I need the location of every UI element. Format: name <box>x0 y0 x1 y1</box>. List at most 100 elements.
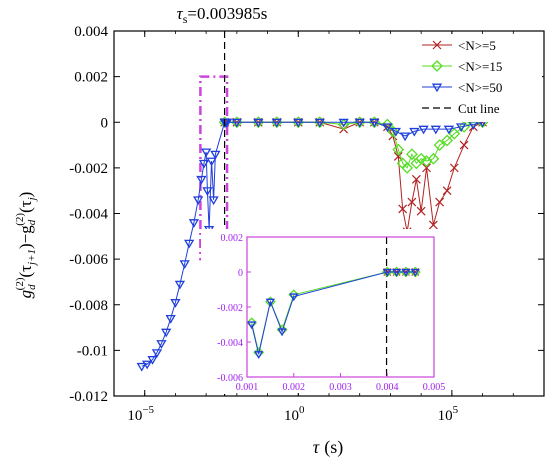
y-axis-label: gd(2)(τj+1)−gd(2)(τj) <box>14 192 38 299</box>
x-axis-unit: (s) <box>324 437 343 458</box>
inset-x-ticks: 0.001 0.002 0.003 0.004 0.005 <box>236 373 445 393</box>
data-point <box>398 204 408 214</box>
inset-data-point <box>410 268 420 277</box>
data-point <box>459 140 469 150</box>
inset-y-tick-label: -0.006 <box>217 373 243 384</box>
data-point <box>147 356 158 365</box>
x-tick-label: 10−5 <box>127 404 154 424</box>
data-point <box>193 196 204 206</box>
data-point <box>161 328 172 338</box>
data-point <box>179 260 190 269</box>
data-point <box>369 118 380 128</box>
data-point <box>314 118 325 128</box>
inset-y-tick-label: 0 <box>238 268 243 279</box>
data-point <box>422 163 431 173</box>
ylabel-open2: (τ <box>16 200 35 213</box>
data-point <box>184 239 195 249</box>
data-point <box>231 118 242 128</box>
inset-data-point <box>247 321 257 330</box>
ylabel-subj2: j <box>26 197 38 202</box>
inset-x-tick-label: 0.003 <box>329 382 352 393</box>
data-point <box>411 174 421 184</box>
inset-data-point <box>382 268 392 277</box>
title-value: =0.003985s <box>187 4 267 23</box>
inset-y-tick-label: -0.002 <box>217 303 243 314</box>
data-point <box>196 175 207 185</box>
data-point <box>405 148 418 161</box>
inset-data-point <box>289 293 299 302</box>
legend-entry-label: <N>=50 <box>458 80 502 95</box>
y-tick-label: -0.01 <box>77 343 108 359</box>
inset-y-tick-label: -0.004 <box>217 338 243 349</box>
data-point <box>208 196 219 206</box>
data-point <box>201 148 212 158</box>
data-point <box>427 152 440 165</box>
inset-x-tick-label: 0.002 <box>283 382 306 393</box>
ylabel-g1: g <box>16 290 35 299</box>
data-point <box>136 362 147 372</box>
data-point <box>455 123 467 133</box>
data-point <box>416 206 426 216</box>
inset-series-triangle-down <box>247 268 420 360</box>
data-point <box>206 157 217 167</box>
ylabel-sub1: d <box>26 284 38 290</box>
y-tick-label: 0 <box>101 115 109 131</box>
data-point <box>170 299 181 308</box>
inset-x-tick-label: 0.001 <box>236 382 259 393</box>
x-tick-label: 105 <box>438 404 459 424</box>
ylabel-sup2: (2) <box>14 213 26 226</box>
data-point <box>210 150 221 160</box>
inset-data-point <box>265 298 276 307</box>
data-point <box>443 125 455 135</box>
data-point <box>151 349 163 358</box>
y-tick-label: 0.002 <box>74 70 108 86</box>
data-point <box>442 186 452 196</box>
inset-y-tick-label: 0.002 <box>221 233 244 244</box>
title-subscript: s <box>183 12 188 26</box>
data-point <box>418 125 429 135</box>
ylabel-subj1: j+1 <box>26 249 38 267</box>
ylabel-close1: )−g <box>16 225 35 249</box>
legend-swatch-marker <box>432 40 442 50</box>
data-point <box>390 127 401 137</box>
data-point <box>382 123 393 133</box>
data-point <box>174 280 186 290</box>
inset-y-ticks: 0.002 0 -0.002 -0.004 -0.006 <box>217 233 251 384</box>
data-point <box>428 220 438 230</box>
data-point <box>448 127 461 140</box>
data-point <box>435 197 445 207</box>
legend-entry-label: Cut line <box>458 101 500 116</box>
legend-entry-label: <N>=15 <box>458 59 502 74</box>
y-tick-label: -0.002 <box>69 161 108 177</box>
data-point <box>399 132 411 142</box>
y-tick-label: -0.008 <box>69 298 108 314</box>
data-point <box>433 139 446 151</box>
data-point <box>409 127 420 137</box>
data-point <box>198 159 210 169</box>
title-symbol: τ <box>177 4 184 23</box>
data-point <box>392 143 405 156</box>
data-point <box>202 187 213 196</box>
legend-background <box>418 34 542 122</box>
x-tick-label: 100 <box>284 404 305 424</box>
y-tick-label: -0.012 <box>69 389 108 405</box>
data-point <box>354 118 365 128</box>
chart-title: τs=0.003985s <box>177 4 268 26</box>
inset-data-point <box>391 268 402 277</box>
legend: <N>=5 <N>=15 <N>=50 Cut line <box>418 34 542 122</box>
inset-x-tick-label: 0.004 <box>376 382 399 393</box>
inset-data-point <box>401 268 411 277</box>
data-point <box>407 197 417 207</box>
x-axis-symbol: τ <box>313 437 320 457</box>
data-point <box>156 340 167 349</box>
y-tick-label: -0.006 <box>69 252 108 268</box>
x-axis-label: τ (s) <box>313 437 343 458</box>
main-x-ticks: 10−5 100 105 <box>113 31 545 424</box>
data-point <box>188 219 200 228</box>
data-point <box>165 314 176 324</box>
y-tick-label: -0.004 <box>69 207 108 223</box>
data-point <box>271 118 282 128</box>
main-y-ticks: 0.004 0.002 0 -0.002 -0.004 -0.006 -0.008 -0.01… <box>69 24 544 405</box>
ylabel-close2: ) <box>16 192 35 198</box>
data-point <box>401 161 414 174</box>
